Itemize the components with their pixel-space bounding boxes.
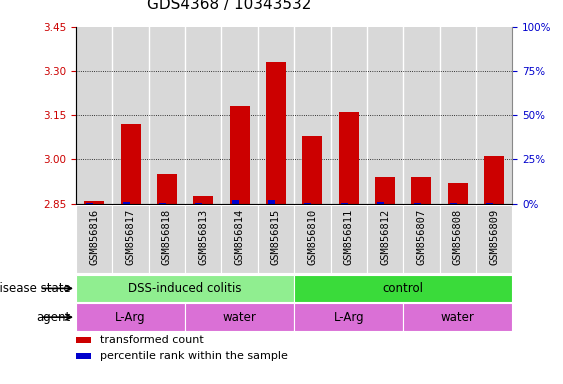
Bar [230,106,249,204]
Text: transformed count: transformed count [100,335,204,345]
Bar [120,124,141,204]
Text: GSM856815: GSM856815 [271,209,281,265]
Bar [375,177,395,204]
Text: L-Arg: L-Arg [115,311,146,324]
Text: L-Arg: L-Arg [333,311,364,324]
Text: control: control [383,282,424,295]
Bar [302,136,323,204]
Bar [195,203,203,204]
Bar [367,27,403,204]
Bar [76,353,91,359]
Bar [450,203,457,204]
Bar [76,205,113,273]
Bar [305,203,311,204]
Bar [76,303,185,331]
Bar [76,337,91,343]
Text: GSM856818: GSM856818 [162,209,172,265]
Bar [476,205,512,273]
Bar [123,202,129,204]
Bar [484,156,504,204]
Bar [258,27,294,204]
Bar [412,177,431,204]
Bar [440,27,476,204]
Bar [193,196,213,204]
Bar [258,205,294,273]
Bar [403,303,512,331]
Bar [403,205,440,273]
Bar [330,27,367,204]
Text: GSM856817: GSM856817 [126,209,136,265]
Bar [486,203,493,204]
Bar [294,303,403,331]
Bar [157,174,177,204]
Text: water: water [223,311,257,324]
Bar [185,205,221,273]
Bar [403,27,440,204]
Bar [440,205,476,273]
Bar [266,62,286,204]
Bar [476,27,512,204]
Bar [268,200,275,204]
Bar [232,200,239,204]
Text: percentile rank within the sample: percentile rank within the sample [100,351,288,361]
Bar [294,275,512,302]
Text: GSM856810: GSM856810 [307,209,318,265]
Bar [76,275,294,302]
Text: disease state: disease state [0,282,70,295]
Bar [159,203,166,204]
Bar [113,27,149,204]
Bar [294,205,330,273]
Bar [149,205,185,273]
Bar [448,183,468,204]
Bar [221,27,258,204]
Bar [185,303,294,331]
Bar [86,203,93,204]
Bar [341,203,348,204]
Bar [84,200,104,204]
Text: GSM856816: GSM856816 [89,209,99,265]
Bar [113,205,149,273]
Text: GSM856814: GSM856814 [235,209,245,265]
Text: DSS-induced colitis: DSS-induced colitis [128,282,242,295]
Bar [414,203,421,204]
Bar [377,202,384,204]
Text: GSM856812: GSM856812 [380,209,390,265]
Text: GDS4368 / 10343532: GDS4368 / 10343532 [146,0,311,12]
Bar [294,27,330,204]
Text: agent: agent [36,311,70,324]
Bar [185,27,221,204]
Bar [367,205,403,273]
Bar [149,27,185,204]
Text: water: water [441,311,475,324]
Bar [339,112,359,204]
Text: GSM856811: GSM856811 [343,209,354,265]
Text: GSM856813: GSM856813 [198,209,208,265]
Text: GSM856808: GSM856808 [453,209,463,265]
Text: GSM856809: GSM856809 [489,209,499,265]
Text: GSM856807: GSM856807 [417,209,426,265]
Bar [221,205,258,273]
Bar [76,27,113,204]
Bar [330,205,367,273]
